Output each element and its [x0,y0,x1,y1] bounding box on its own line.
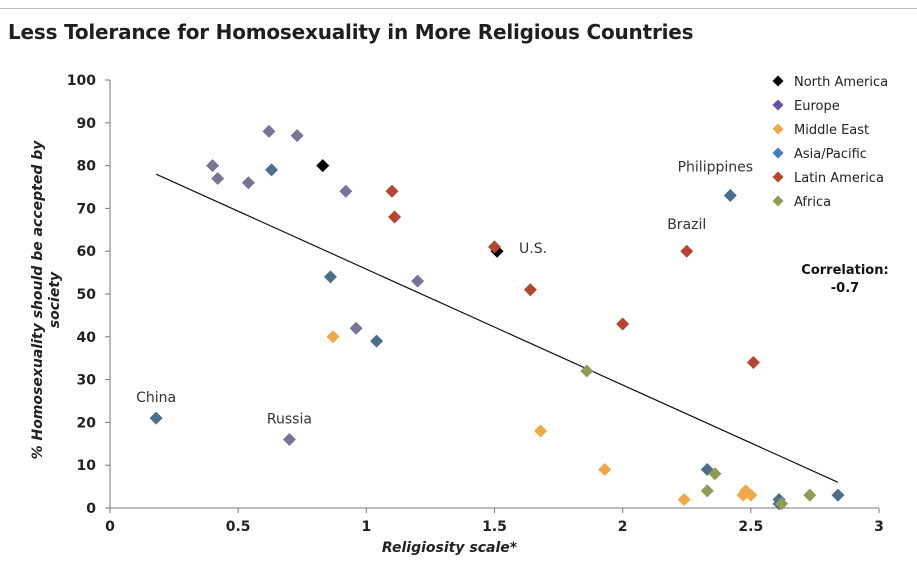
correlation-label: Correlation: [801,263,888,278]
y-tick-label: 10 [77,458,97,474]
correlation-value: -0.7 [831,281,859,296]
point-asia-pacific [323,270,337,284]
annotation-china: China [136,390,176,406]
point-latin-america [746,355,760,369]
legend-label: Asia/Pacific [794,147,867,162]
legend-marker [772,75,784,87]
point-europe [282,433,296,447]
y-tick-label: 0 [86,501,96,517]
legend-marker [772,195,784,207]
point-asia-pacific [831,488,845,502]
point-asia-pacific [723,189,737,203]
legend-label: Latin America [794,171,884,186]
point-europe [290,129,304,143]
y-tick-label: 30 [77,373,97,389]
y-tick-label: 90 [77,116,97,132]
point-europe [206,159,220,173]
point-europe [211,171,225,185]
y-tick-label: 70 [77,201,97,217]
point-africa [803,488,817,502]
point-middle-east [677,492,691,506]
legend-marker [772,171,784,183]
point-latin-america [523,283,537,297]
point-asia-pacific [370,334,384,348]
annotations: China Russia U.S. Brazil Philippines [136,160,753,428]
annotation-russia: Russia [267,412,312,428]
point-middle-east [598,462,612,476]
legend-marker [772,99,784,111]
x-tick-label: 2.5 [738,519,763,535]
trendline-group [155,173,839,483]
correlation-box: Correlation: -0.7 [801,263,888,296]
legend-label: Europe [794,99,840,114]
point-europe [349,321,363,335]
x-axis-label: Religiosity scale* [382,540,518,556]
data-points [149,124,845,511]
y-axis-label-line: % Homosexuality should be accepted by [30,140,46,460]
x-tick-label: 1.5 [482,519,507,535]
annotation-u-s-: U.S. [519,241,547,257]
legend-marker [772,147,784,159]
point-latin-america [616,317,630,331]
point-europe [241,176,255,190]
annotation-brazil: Brazil [667,217,706,233]
y-tick-label: 100 [67,73,96,89]
y-tick-label: 50 [77,287,97,303]
y-axis-label: % Homosexuality should be accepted bysoc… [30,140,63,460]
point-europe [339,184,353,198]
y-tick-label: 60 [77,244,97,260]
point-latin-america [680,244,694,258]
point-africa [580,364,594,378]
legend: North America Europe Middle East Asia/Pacif… [772,75,888,210]
point-asia-pacific [149,411,163,425]
point-latin-america [385,184,399,198]
trendline [155,173,839,483]
top-rule [0,8,917,9]
point-africa [708,467,722,481]
point-north-america [316,159,330,173]
point-middle-east [534,424,548,438]
y-tick-label: 20 [77,415,97,431]
point-asia-pacific [264,163,278,177]
legend-label: Middle East [794,123,869,138]
y-axis-label-line: society [47,271,63,328]
annotation-philippines: Philippines [678,160,753,176]
point-middle-east [739,484,753,498]
x-tick-label: 1 [361,519,371,535]
point-latin-america [388,210,402,224]
x-tick-label: 3 [874,519,884,535]
axes: 0 10 20 30 40 50 60 70 80 90 100 0 0.5 1 1.5 2 2.5 3 Relig… [30,73,884,556]
point-africa [775,497,789,511]
legend-marker [772,123,784,135]
legend-label: Africa [794,195,831,210]
y-tick-label: 80 [77,159,97,175]
point-africa [700,484,714,498]
x-tick-label: 2 [618,519,628,535]
point-europe [411,274,425,288]
legend-label: North America [794,75,888,90]
chart-title: Less Tolerance for Homosexuality in More… [8,20,694,44]
point-latin-america [488,240,501,254]
y-tick-label: 40 [77,330,97,346]
point-middle-east [326,330,340,344]
point-europe [262,124,276,138]
x-tick-label: 0.5 [226,519,251,535]
x-tick-label: 0 [105,519,115,535]
